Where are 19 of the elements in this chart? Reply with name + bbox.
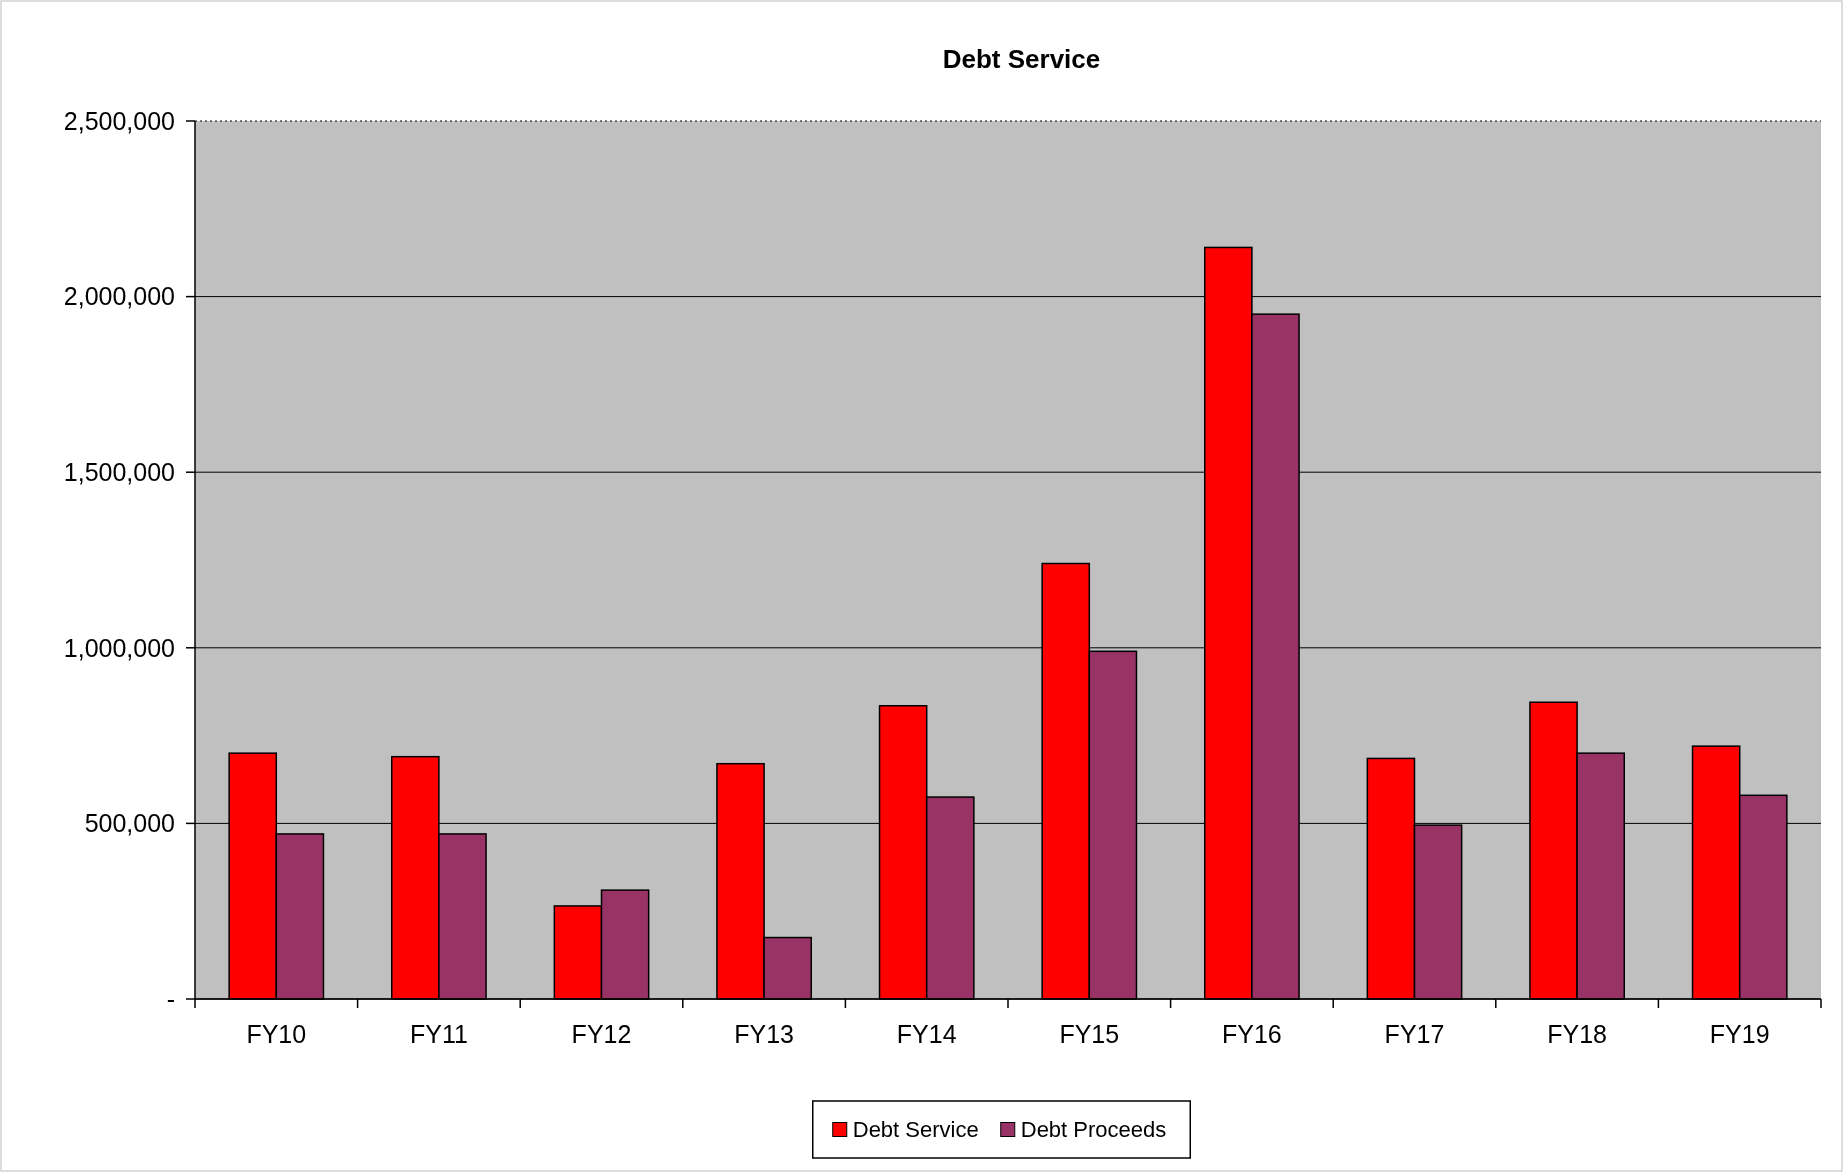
- y-tick-label: 1,000,000: [63, 633, 175, 662]
- x-tick-label: FY13: [734, 1020, 794, 1048]
- x-tick-label: FY17: [1384, 1020, 1445, 1048]
- x-tick-label: FY11: [409, 1020, 468, 1048]
- x-tick-label: FY15: [1059, 1020, 1120, 1048]
- legend-label: Debt Service: [852, 1117, 979, 1143]
- x-tick-label: FY19: [1709, 1020, 1770, 1048]
- y-tick-label: -: [166, 984, 175, 1013]
- y-tick-label: 1,500,000: [63, 457, 175, 486]
- y-tick-label: 2,000,000: [63, 282, 175, 311]
- y-tick-label: 2,500,000: [63, 106, 175, 135]
- legend-label: Debt Proceeds: [1020, 1117, 1167, 1143]
- x-tick-label: FY12: [571, 1020, 632, 1048]
- x-tick-label: FY10: [246, 1020, 307, 1048]
- x-tick-label: FY18: [1547, 1020, 1607, 1048]
- chart-title: Debt Service: [942, 44, 1101, 74]
- x-tick-label: FY16: [1222, 1020, 1282, 1048]
- x-tick-label: FY14: [896, 1020, 957, 1048]
- y-tick-label: 500,000: [84, 809, 175, 838]
